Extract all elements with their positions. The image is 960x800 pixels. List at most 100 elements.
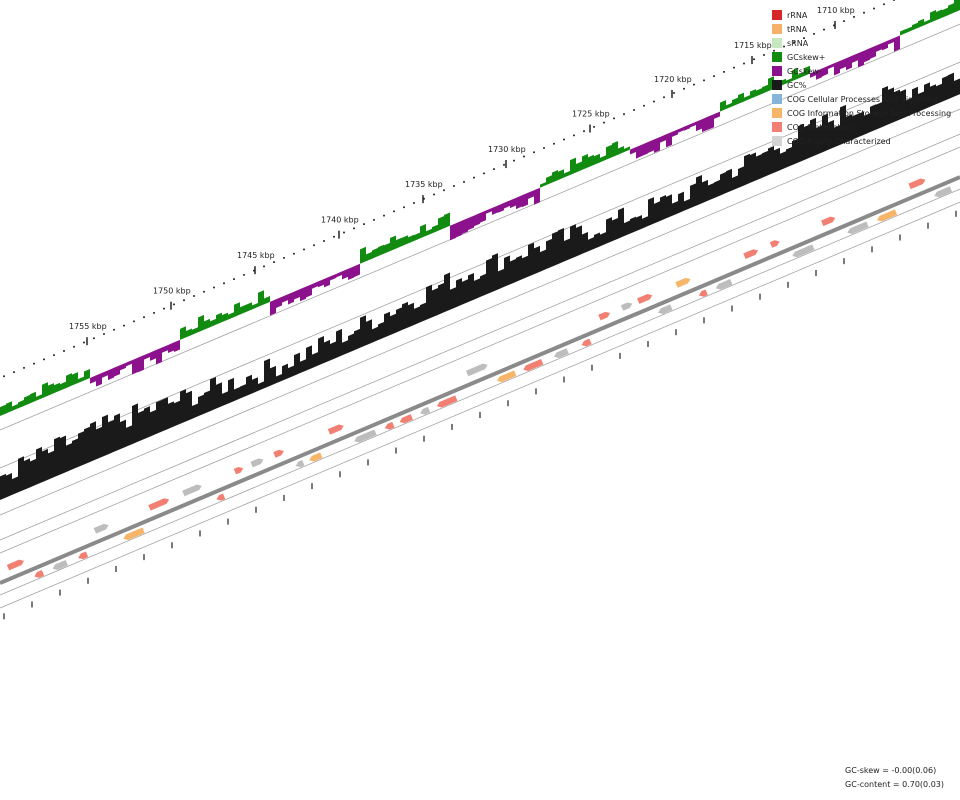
cds-arrow: [698, 289, 708, 297]
gc-content-bar: [528, 242, 534, 277]
cds-arrow: [250, 458, 264, 468]
legend-swatch: [772, 66, 782, 76]
cds-feature: [675, 277, 691, 288]
gc-content-bar: [870, 104, 876, 133]
legend-item-srna: sRNA: [772, 36, 951, 50]
scale-dot: [243, 273, 245, 276]
gc-content-track: [0, 72, 960, 500]
legend-item-cog-cellular: COG Cellular Processes And Signaling: [772, 92, 951, 106]
gc-content-bar: [756, 154, 762, 181]
gc-content-bar: [816, 125, 822, 156]
scale-dot: [223, 282, 225, 285]
tick-label: 1745 kbp: [237, 251, 275, 260]
cds-feature: [148, 498, 170, 511]
legend-swatch: [772, 94, 782, 104]
gc-skew-bar: [66, 373, 72, 389]
gc-content-bar: [294, 352, 300, 376]
gc-skew-bar: [192, 327, 198, 335]
cds-arrow: [354, 429, 377, 443]
legend-label: GCskew-: [787, 66, 822, 76]
cds-arrow: [598, 311, 611, 321]
scale-dot: [23, 366, 25, 369]
gc-skew-bar: [528, 190, 534, 199]
gc-skew-bar: [252, 302, 258, 310]
ring-line: [0, 201, 960, 609]
cds-arrow: [821, 216, 836, 227]
legend-item-rrna: rRNA: [772, 8, 951, 22]
gc-content-bar: [570, 224, 576, 260]
gc-skew-bar: [720, 100, 726, 112]
gc-content-bar: [882, 85, 888, 128]
gc-content-bar: [264, 358, 270, 389]
cds-feature: [384, 421, 395, 430]
cds-arrow: [743, 249, 759, 260]
scale-dot: [353, 227, 355, 230]
gc-content-bar: [744, 153, 750, 186]
gc-content-bar: [390, 313, 396, 336]
gc-content-bar: [732, 175, 738, 191]
gc-content-bar: [30, 458, 36, 488]
gc-skew-bar: [42, 382, 48, 399]
cds-feature: [436, 395, 458, 408]
gc-content-bar: [876, 102, 882, 130]
gc-content-bar: [834, 125, 840, 148]
scale-dot: [73, 345, 75, 348]
scale-dot: [563, 138, 565, 141]
gc-content-bar: [684, 198, 690, 211]
legend-item-gcskew-plus: GCskew+: [772, 50, 951, 64]
scale-dot: [593, 125, 595, 128]
gc-skew-bar: [360, 246, 366, 264]
gc-content-bar: [888, 87, 894, 125]
gc-skew-bar: [144, 352, 150, 360]
gc-skew-bar: [840, 58, 846, 70]
gc-content-bar: [348, 333, 354, 353]
gc-content-bar: [510, 258, 516, 285]
scale-dot: [53, 354, 55, 357]
gc-content-bar: [474, 278, 480, 300]
tick-label: 1725 kbp: [572, 110, 610, 119]
gc-content-bar: [624, 220, 630, 237]
gc-skew-bar: [306, 284, 312, 298]
gc-content-bar: [708, 182, 714, 201]
gc-skew-bar: [756, 88, 762, 97]
cds-feature: [877, 209, 898, 222]
cds-feature: [327, 424, 344, 435]
gc-content-bar: [126, 425, 132, 447]
gc-skew-bar: [12, 404, 18, 411]
legend-label: tRNA: [787, 24, 808, 34]
scale-dot: [33, 362, 35, 365]
cds-feature: [354, 429, 377, 443]
cds-feature: [908, 178, 926, 190]
gc-skew-bar: [936, 9, 942, 21]
gc-content-bar: [786, 146, 792, 168]
gc-skew-bar: [462, 218, 468, 234]
gc-skew-bar: [96, 372, 102, 387]
cds-feature: [233, 466, 244, 475]
gc-skew-bar: [870, 45, 876, 59]
legend-swatch: [772, 24, 782, 34]
gc-skew-bar: [792, 68, 798, 82]
gc-skew-bar: [642, 142, 648, 156]
gc-content-bar: [468, 273, 474, 303]
cds-feature: [123, 527, 145, 541]
cds-feature: [78, 551, 89, 560]
gc-content-bar: [378, 321, 384, 341]
gc-content-bar: [144, 406, 150, 440]
legend-item-gcskew-minus: GCskew-: [772, 64, 951, 78]
gc-content-bar: [444, 272, 450, 313]
cds-arrow: [182, 484, 202, 497]
gc-skew-track: [0, 0, 960, 416]
gc-skew-bar: [660, 134, 666, 143]
scale-dot: [533, 151, 535, 154]
gc-skew-bar: [738, 92, 744, 104]
gc-skew-bar: [666, 131, 672, 148]
tick-label: 1720 kbp: [654, 75, 692, 84]
gc-skew-bar: [810, 71, 816, 78]
gc-skew-bar: [900, 28, 906, 36]
gc-skew-bar: [606, 144, 612, 160]
gc-content-bar: [648, 197, 654, 227]
gc-content-bar: [582, 231, 588, 254]
scale-dot: [863, 11, 865, 14]
gc-skew-bar: [786, 78, 792, 84]
cds-feature: [847, 221, 869, 234]
